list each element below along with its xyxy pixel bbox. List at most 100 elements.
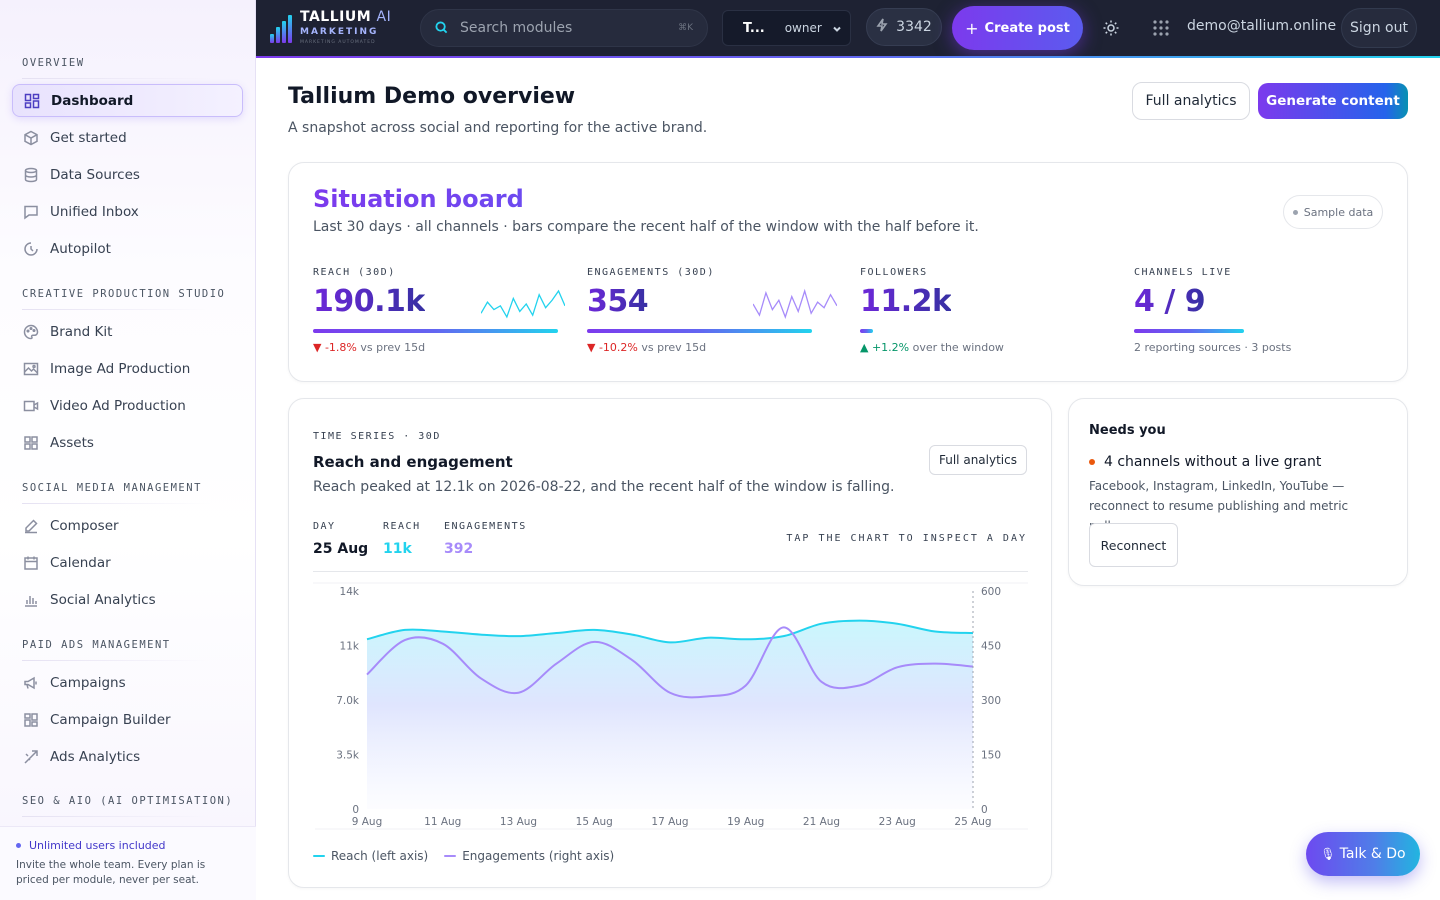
section-title-social: SOCIAL MEDIA MANAGEMENT xyxy=(22,482,210,504)
time-series-card: TIME SERIES · 30D Reach and engagement R… xyxy=(288,398,1052,888)
talk-label: Talk & Do xyxy=(1339,846,1406,862)
y-left-tick: 3.5k xyxy=(336,750,360,762)
metric-channels-live[interactable]: CHANNELS LIVE 4 / 9 2 reporting sources … xyxy=(1134,267,1386,354)
metric-engagements[interactable]: ENGAGEMENTS (30D) 354 ▼ -10.2% vs prev 1… xyxy=(587,267,839,354)
sidebar-item-assets[interactable]: Assets xyxy=(12,426,243,459)
reach-sparkline xyxy=(481,289,565,319)
x-tick: 21 Aug xyxy=(803,816,840,828)
x-tick: 17 Aug xyxy=(651,816,688,828)
search-input[interactable] xyxy=(460,20,679,36)
delta-value: ▼ -1.8% xyxy=(313,341,357,354)
delta-suffix: vs prev 15d xyxy=(356,341,426,354)
y-right-tick: 150 xyxy=(981,750,1001,762)
brand-name: T... xyxy=(743,20,765,36)
x-tick: 11 Aug xyxy=(424,816,461,828)
page-title: Tallium Demo overview xyxy=(288,84,576,109)
metric-delta: ▼ -1.8% vs prev 15d xyxy=(313,341,425,354)
video-icon xyxy=(22,397,39,414)
metric-bar xyxy=(1134,329,1244,333)
sign-out-button[interactable]: Sign out xyxy=(1341,8,1417,48)
needs-item-label: 4 channels without a live grant xyxy=(1104,454,1322,470)
metric-delta: ▲ +1.2% over the window xyxy=(860,341,1004,354)
sidebar-item-autopilot[interactable]: Autopilot xyxy=(12,232,243,265)
create-post-label: Create post xyxy=(984,20,1070,36)
sidebar-item-label: Autopilot xyxy=(50,240,111,257)
reach-engagement-chart[interactable]: 0 3.5k 7.0k 11k 14k 0 150 300 450 600 9 Aug 11 Aug 1… xyxy=(313,579,1028,834)
x-tick: 15 Aug xyxy=(576,816,613,828)
palette-icon xyxy=(22,323,39,340)
needs-title: Needs you xyxy=(1089,423,1166,438)
bar-chart-icon xyxy=(22,591,39,608)
database-icon xyxy=(22,166,39,183)
talk-and-do-button[interactable]: 🎙 Talk & Do xyxy=(1306,832,1420,876)
layout-icon xyxy=(22,711,39,728)
y-right-tick: 600 xyxy=(981,586,1001,598)
metric-value: 354 xyxy=(587,284,649,319)
section-title-paid-ads: PAID ADS MANAGEMENT xyxy=(22,639,210,661)
y-right-tick: 300 xyxy=(981,695,1001,707)
generate-content-button[interactable]: Generate content xyxy=(1258,83,1408,119)
metric-delta: 2 reporting sources · 3 posts xyxy=(1134,341,1292,354)
ts-full-analytics-button[interactable]: Full analytics xyxy=(929,445,1027,475)
credits-badge[interactable]: 3342 xyxy=(866,8,942,46)
search-box[interactable]: ⌘K xyxy=(420,9,708,47)
chart-legend: Reach (left axis) Engagements (right axi… xyxy=(313,849,614,863)
inbox-icon xyxy=(22,203,39,220)
reach-area xyxy=(367,620,973,809)
sidebar-item-campaigns[interactable]: Campaigns xyxy=(12,666,243,699)
y-right-tick: 0 xyxy=(981,804,988,816)
metric-bar xyxy=(313,329,558,333)
legend-engagements: Engagements (right axis) xyxy=(462,849,615,863)
sidebar-item-label: Brand Kit xyxy=(50,323,113,340)
readout-engagements-value: 392 xyxy=(444,541,474,557)
sidebar-item-image-ad[interactable]: Image Ad Production xyxy=(12,352,243,385)
sample-data-badge: Sample data xyxy=(1283,195,1383,229)
sidebar-item-get-started[interactable]: Get started xyxy=(12,121,243,154)
engagements-line xyxy=(366,626,974,699)
delta-suffix: vs prev 15d xyxy=(637,341,707,354)
metric-followers[interactable]: FOLLOWERS 11.2k ▲ +1.2% over the window xyxy=(860,267,1112,354)
section-title-overview: OVERVIEW xyxy=(22,57,209,79)
legend-reach: Reach (left axis) xyxy=(331,849,429,863)
sidebar-item-social-analytics[interactable]: Social Analytics xyxy=(12,583,243,616)
logo-tagline: MARKETING AUTOMATED xyxy=(300,40,376,45)
plus-icon: + xyxy=(965,18,979,38)
situation-title: Situation board xyxy=(313,185,524,213)
sidebar-item-composer[interactable]: Composer xyxy=(12,509,243,542)
needs-item: 4 channels without a live grant xyxy=(1089,454,1321,470)
divider xyxy=(313,571,1028,572)
sidebar-item-brand-kit[interactable]: Brand Kit xyxy=(12,315,243,348)
reconnect-button[interactable]: Reconnect xyxy=(1089,523,1178,567)
metric-reach[interactable]: REACH (30D) 190.1k ▼ -1.8% vs prev 15d xyxy=(313,267,565,354)
metric-value: 11.2k xyxy=(860,284,952,319)
sidebar-item-data-sources[interactable]: Data Sources xyxy=(12,158,243,191)
sidebar-item-ads-analytics[interactable]: Ads Analytics xyxy=(12,740,243,773)
logo[interactable]: TALLIUM AI MARKETING MARKETING AUTOMATED xyxy=(270,9,391,45)
engagements-sparkline xyxy=(753,288,837,319)
sidebar-item-campaign-builder[interactable]: Campaign Builder xyxy=(12,703,243,736)
logo-bars-icon xyxy=(270,11,292,43)
create-post-button[interactable]: + Create post xyxy=(952,6,1083,50)
footer-text: Invite the whole team. Every plan is pri… xyxy=(16,859,206,886)
metric-bar xyxy=(860,329,873,333)
sidebar-item-unified-inbox[interactable]: Unified Inbox xyxy=(12,195,243,228)
sidebar-item-label: Campaigns xyxy=(50,674,126,691)
sidebar-item-dashboard[interactable]: Dashboard xyxy=(12,84,243,117)
x-tick: 13 Aug xyxy=(500,816,537,828)
microphone-icon: 🎙 xyxy=(1320,847,1336,861)
sidebar-item-calendar[interactable]: Calendar xyxy=(12,546,243,579)
sparkline-line xyxy=(481,289,565,319)
theme-toggle-sun-icon[interactable] xyxy=(1102,19,1120,37)
topbar: TALLIUM AI MARKETING MARKETING AUTOMATED… xyxy=(256,0,1440,58)
user-email[interactable]: demo@tallium.online xyxy=(1187,18,1337,34)
brand-selector[interactable]: T... owner xyxy=(722,10,851,46)
full-analytics-button[interactable]: Full analytics xyxy=(1132,82,1250,120)
search-shortcut: ⌘K xyxy=(678,23,693,33)
brand-role: owner xyxy=(784,21,822,35)
delta-suffix: over the window xyxy=(909,341,1004,354)
sidebar-item-label: Composer xyxy=(50,517,119,534)
apps-grid-icon[interactable] xyxy=(1152,19,1170,37)
sidebar-item-video-ad[interactable]: Video Ad Production xyxy=(12,389,243,422)
sidebar-item-label: Unified Inbox xyxy=(50,203,139,220)
time-series-label: TIME SERIES · 30D xyxy=(313,431,441,442)
